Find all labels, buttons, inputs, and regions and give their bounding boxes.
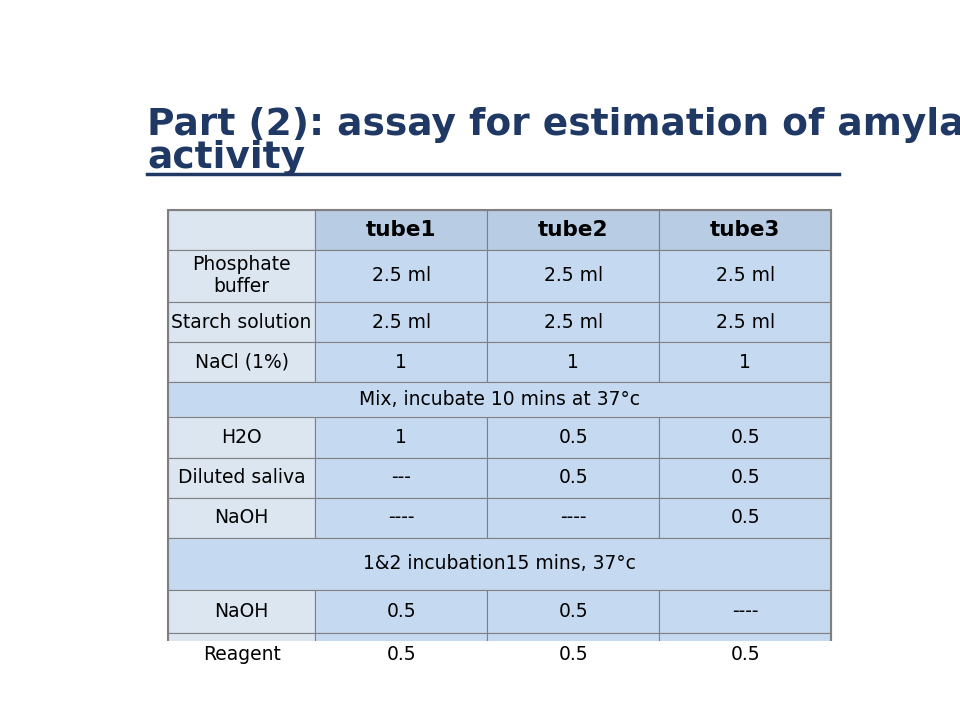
Bar (488, 498, 660, 538)
Text: 0.5: 0.5 (559, 645, 588, 664)
Bar (660, 498, 831, 538)
Text: 0.5: 0.5 (559, 602, 588, 621)
Text: 0.5: 0.5 (559, 468, 588, 487)
Bar (315, 302, 488, 342)
Text: Part (2): assay for estimation of amylase: Part (2): assay for estimation of amylas… (147, 107, 960, 143)
Text: 2.5 ml: 2.5 ml (372, 312, 431, 331)
Text: 0.5: 0.5 (559, 428, 588, 447)
Bar (660, 302, 831, 342)
Bar (660, 633, 831, 676)
Bar (168, 302, 315, 342)
Text: 1: 1 (739, 353, 752, 372)
Text: ---: --- (392, 468, 411, 487)
Text: 1&2 incubation15 mins, 37°c: 1&2 incubation15 mins, 37°c (363, 554, 636, 573)
Bar (660, 457, 831, 498)
Bar (168, 498, 315, 538)
Bar (315, 342, 488, 382)
Bar (488, 590, 660, 633)
Bar (660, 250, 831, 302)
Text: 1: 1 (396, 428, 407, 447)
Text: tube3: tube3 (710, 220, 780, 240)
Text: 0.5: 0.5 (731, 508, 760, 527)
Text: ----: ---- (560, 508, 587, 527)
Text: activity: activity (147, 140, 305, 176)
Text: 1: 1 (396, 353, 407, 372)
Bar (315, 590, 488, 633)
Text: Reagent: Reagent (203, 645, 280, 664)
Bar (488, 210, 660, 250)
Bar (488, 342, 660, 382)
Bar (488, 418, 660, 457)
Bar (315, 498, 488, 538)
Text: H2O: H2O (222, 428, 262, 447)
Bar (488, 633, 660, 676)
Bar (660, 590, 831, 633)
Text: tube2: tube2 (539, 220, 609, 240)
Bar (660, 210, 831, 250)
Bar (168, 210, 315, 250)
Bar (488, 250, 660, 302)
Text: 1: 1 (567, 353, 579, 372)
Text: NaCl (1%): NaCl (1%) (195, 353, 289, 372)
Text: 0.5: 0.5 (731, 645, 760, 664)
Text: tube1: tube1 (366, 220, 437, 240)
Bar (168, 590, 315, 633)
Bar (168, 418, 315, 457)
Bar (168, 210, 831, 676)
Bar (168, 538, 831, 590)
Bar (315, 418, 488, 457)
Bar (488, 457, 660, 498)
Bar (315, 633, 488, 676)
Text: NaOH: NaOH (214, 508, 269, 527)
Bar (660, 418, 831, 457)
Text: 2.5 ml: 2.5 ml (716, 266, 775, 285)
Text: 2.5 ml: 2.5 ml (543, 266, 603, 285)
Text: 0.5: 0.5 (731, 468, 760, 487)
Bar (660, 342, 831, 382)
Text: ----: ---- (388, 508, 415, 527)
Bar (168, 250, 315, 302)
Bar (315, 457, 488, 498)
Bar (168, 457, 315, 498)
Text: 2.5 ml: 2.5 ml (372, 266, 431, 285)
Text: Starch solution: Starch solution (172, 312, 312, 331)
Text: Diluted saliva: Diluted saliva (178, 468, 305, 487)
Text: 2.5 ml: 2.5 ml (543, 312, 603, 331)
Bar (488, 302, 660, 342)
Text: 0.5: 0.5 (387, 602, 416, 621)
Text: 0.5: 0.5 (731, 428, 760, 447)
Bar (168, 342, 315, 382)
Bar (168, 382, 831, 418)
Text: 0.5: 0.5 (387, 645, 416, 664)
Bar (168, 633, 315, 676)
Bar (315, 250, 488, 302)
Bar (315, 210, 488, 250)
Text: 2.5 ml: 2.5 ml (716, 312, 775, 331)
Text: Mix, incubate 10 mins at 37°c: Mix, incubate 10 mins at 37°c (359, 390, 640, 409)
Text: Phosphate
buffer: Phosphate buffer (192, 256, 291, 297)
Text: ----: ---- (732, 602, 758, 621)
Text: NaOH: NaOH (214, 602, 269, 621)
